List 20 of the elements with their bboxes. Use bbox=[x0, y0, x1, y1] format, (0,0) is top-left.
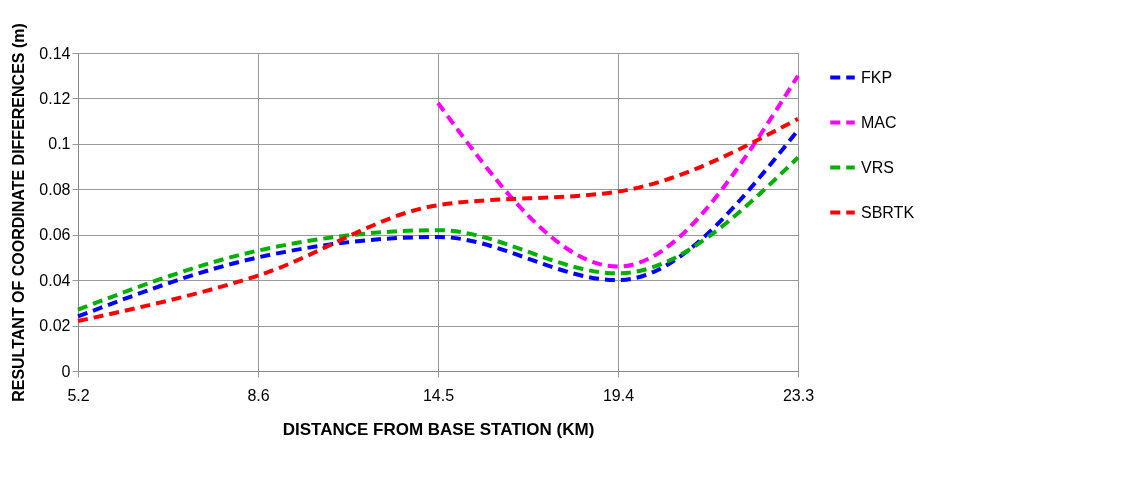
y-tick-label: 0.14 bbox=[39, 44, 71, 62]
x-tick-label: 8.6 bbox=[247, 386, 270, 404]
y-tick-label: 0.06 bbox=[39, 226, 71, 244]
y-tick-label: 0.04 bbox=[39, 271, 71, 289]
line-series bbox=[76, 155, 800, 312]
y-axis-title: RESULTANT OF COORDINATE DIFFERENCES (m) bbox=[10, 23, 28, 402]
x-tick-label: 19.4 bbox=[602, 386, 635, 404]
legend-label: FKP bbox=[861, 68, 893, 86]
legend-label: VRS bbox=[861, 158, 894, 176]
legend-label: SBRTK bbox=[861, 203, 915, 221]
y-tick-label: 0.08 bbox=[39, 180, 71, 198]
x-axis-title: DISTANCE FROM BASE STATION (KM) bbox=[282, 419, 595, 439]
legend-label: MAC bbox=[861, 113, 897, 131]
x-tick-label: 23.3 bbox=[782, 386, 815, 404]
y-tick-label: 0 bbox=[61, 362, 71, 380]
y-tick-label: 0.02 bbox=[39, 317, 71, 335]
x-tick-label: 14.5 bbox=[422, 386, 455, 404]
y-tick-label: 0.1 bbox=[48, 135, 71, 153]
x-tick-label: 5.2 bbox=[67, 386, 90, 404]
y-tick-label: 0.12 bbox=[39, 89, 71, 107]
